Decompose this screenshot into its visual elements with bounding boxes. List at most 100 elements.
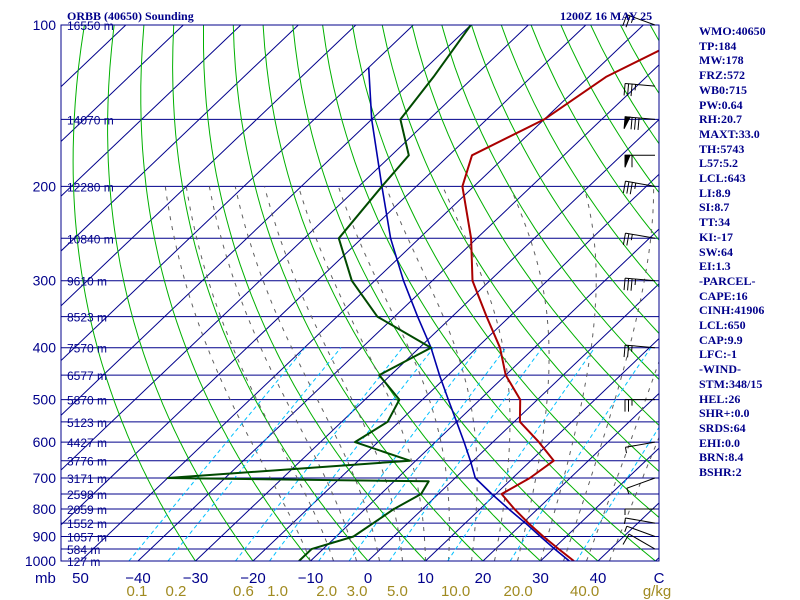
barb-half [624, 526, 628, 533]
stat-item: WMO:40650 [699, 24, 766, 38]
stat-item: MAXT:33.0 [699, 126, 760, 141]
wind-barb [623, 517, 656, 524]
barb-flag [623, 116, 631, 129]
barb-full [623, 345, 626, 358]
height-label: 1552 m [67, 517, 107, 531]
barb-full [623, 278, 626, 291]
stat-item: KI:-17 [699, 229, 733, 244]
barb-half [634, 278, 637, 286]
wind-barb [622, 14, 656, 28]
mixing-ratio-label: 0.1 [127, 583, 148, 600]
stat-item: CINH:41906 [699, 303, 765, 318]
isotherm-line [61, 25, 472, 416]
barb-staff [626, 477, 656, 489]
height-label: 2059 m [67, 503, 107, 517]
barb-full [623, 83, 626, 96]
isotherm-line [137, 64, 659, 561]
mixing-ratio-label: 0.2 [166, 583, 187, 600]
sounding-time: 1200Z 16 MAY 25 [560, 9, 653, 23]
mixing-ratio-label: 3.0 [347, 583, 368, 600]
mixing-ratio-label: 0.6 [233, 583, 254, 600]
height-label: 4427 m [67, 436, 107, 450]
dry-adiabat [172, 25, 369, 561]
pressure-label: 800 [33, 501, 57, 517]
barb-full [630, 278, 633, 291]
barb-full [622, 533, 630, 545]
chart-profiles [166, 25, 659, 561]
stat-item: EHI:0.0 [699, 435, 741, 450]
height-label: 1057 m [67, 530, 107, 544]
temperature-unit-label: C [654, 570, 665, 587]
stat-item: SHR+:0.0 [699, 406, 750, 421]
stat-item: EI:1.3 [699, 259, 731, 274]
pressure-label: 1000 [25, 553, 56, 569]
barb-full [627, 345, 630, 358]
height-label: 12280 m [67, 180, 114, 194]
stat-item: -PARCEL- [699, 273, 756, 288]
barb-full [626, 181, 630, 194]
barb-full [622, 232, 626, 245]
stat-item: MW:178 [699, 53, 744, 68]
barb-staff [625, 82, 656, 87]
dry-adiabat [441, 25, 659, 381]
stat-item: BRN:8.4 [699, 450, 744, 465]
mixing-ratio-line [388, 347, 543, 561]
wind-barb [623, 116, 656, 130]
height-label: 10840 m [67, 232, 114, 246]
barb-staff [628, 533, 656, 550]
moist-adiabat [337, 186, 450, 561]
isotherm-line [310, 228, 659, 561]
dry-adiabat [351, 25, 659, 519]
pressure-label: 100 [33, 17, 57, 33]
mixing-ratio-label: 2.0 [316, 583, 337, 600]
moist-adiabat [540, 186, 597, 561]
moist-adiabat [509, 186, 550, 561]
wind-barb [624, 399, 655, 412]
barb-half [623, 517, 626, 524]
temperature-tick-label: 30 [532, 570, 549, 587]
barb-full [622, 181, 626, 194]
isotherm-line [367, 283, 659, 561]
dry-adiabat [107, 25, 254, 561]
barb-half [631, 345, 633, 352]
stat-item: PW:0.64 [699, 97, 743, 112]
dry-adiabat [471, 25, 659, 335]
moist-adiabat [185, 186, 334, 561]
moist-adiabat [385, 186, 478, 561]
barb-half [626, 488, 630, 495]
barb-full [637, 117, 640, 130]
wind-barb [622, 180, 656, 195]
barb-half [634, 84, 637, 91]
stat-item: TH:5743 [699, 141, 745, 156]
pressure-label: 200 [33, 178, 57, 194]
stat-item: TT:34 [699, 215, 731, 230]
plot-frame [60, 24, 660, 562]
isotherm-line [61, 25, 587, 526]
isotherm-line [80, 25, 644, 561]
chart-grid [61, 25, 659, 561]
station-title: ORBB (40650) Sounding [67, 9, 194, 23]
moist-adiabat [264, 186, 403, 561]
barb-full [629, 182, 633, 195]
mixing-ratio-line [447, 347, 596, 561]
temperature-tick-label: 0 [364, 570, 372, 587]
stat-item: HEL:26 [699, 391, 741, 406]
height-label: 2598 m [67, 488, 107, 502]
height-label: 8523 m [67, 311, 107, 325]
mixing-ratio-label: 5.0 [387, 583, 408, 600]
dewpoint-trace [166, 25, 472, 561]
stat-item: CAPE:16 [699, 288, 748, 303]
wind-barb [622, 533, 656, 550]
barb-half [634, 182, 637, 189]
height-label: 5870 m [67, 394, 107, 408]
dry-adiabat [232, 25, 484, 561]
barb-staff [625, 441, 656, 448]
pressure-label: 500 [33, 392, 57, 408]
mixing-ratio-label: 20.0 [504, 583, 533, 600]
mixing-ratio-label: 10.0 [441, 583, 470, 600]
parcel-trace [367, 67, 570, 561]
sounding-indices-panel: WMO:40650 TP:184 MW:178 FRZ:572 WB0:715 PW:0.… [699, 24, 766, 480]
temperature-tick-label: 50 [72, 570, 89, 587]
barb-staff [626, 14, 656, 26]
dry-adiabat [530, 25, 659, 241]
